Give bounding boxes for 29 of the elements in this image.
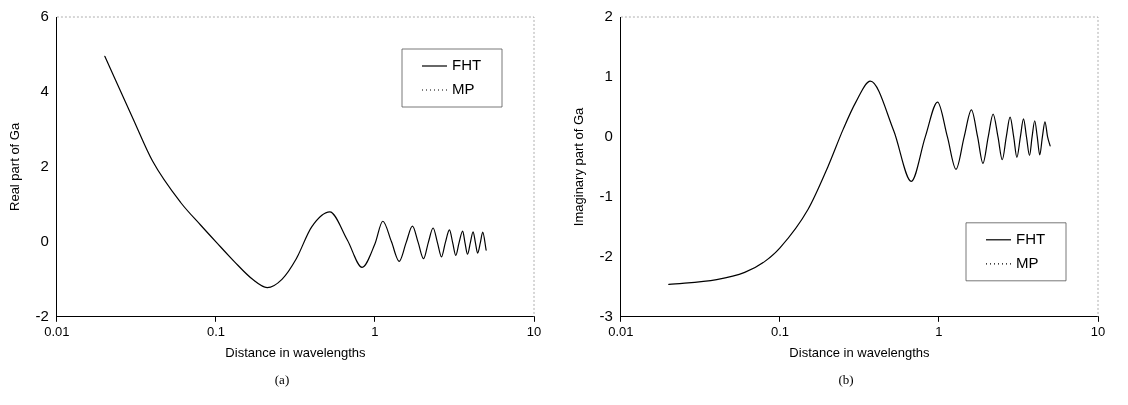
x-tick-label: 10 <box>1090 324 1106 340</box>
text: (a) <box>274 372 290 388</box>
y-tick-label: 2 <box>40 157 49 175</box>
x-tick-label: 0.01 <box>608 324 634 340</box>
y-tick-label: -3 <box>599 306 613 324</box>
x-tick-label: 0.01 <box>44 324 70 340</box>
y-tick-label: -2 <box>35 306 49 324</box>
x-tick-label: 10 <box>526 324 542 340</box>
legend-label: FHT <box>1016 229 1046 247</box>
y-axis-title: Imaginary part of Ga <box>571 106 587 227</box>
x-axis-title: Distance in wavelengths <box>789 344 931 360</box>
x-tick-label: 1 <box>371 324 379 340</box>
x-tick-label: 0.1 <box>206 324 225 340</box>
y-tick-label: 2 <box>604 7 613 25</box>
x-tick-label: 1 <box>935 324 943 340</box>
y-tick-label: 4 <box>40 82 49 100</box>
legend-label: FHT <box>452 56 482 74</box>
x-axis-title: Distance in wavelengths <box>225 344 367 360</box>
text: (b) <box>838 372 854 388</box>
y-tick-label: 0 <box>604 127 613 145</box>
legend-label: MP <box>452 80 475 98</box>
y-tick-label: 6 <box>40 7 49 25</box>
legend-label: MP <box>1016 253 1039 271</box>
y-axis-title: Real part of Ga <box>7 122 23 211</box>
y-tick-label: 0 <box>40 231 49 249</box>
y-tick-label: -2 <box>599 246 613 264</box>
y-tick-label: 1 <box>604 67 613 85</box>
y-tick-label: -1 <box>599 187 613 205</box>
x-tick-label: 0.1 <box>770 324 789 340</box>
